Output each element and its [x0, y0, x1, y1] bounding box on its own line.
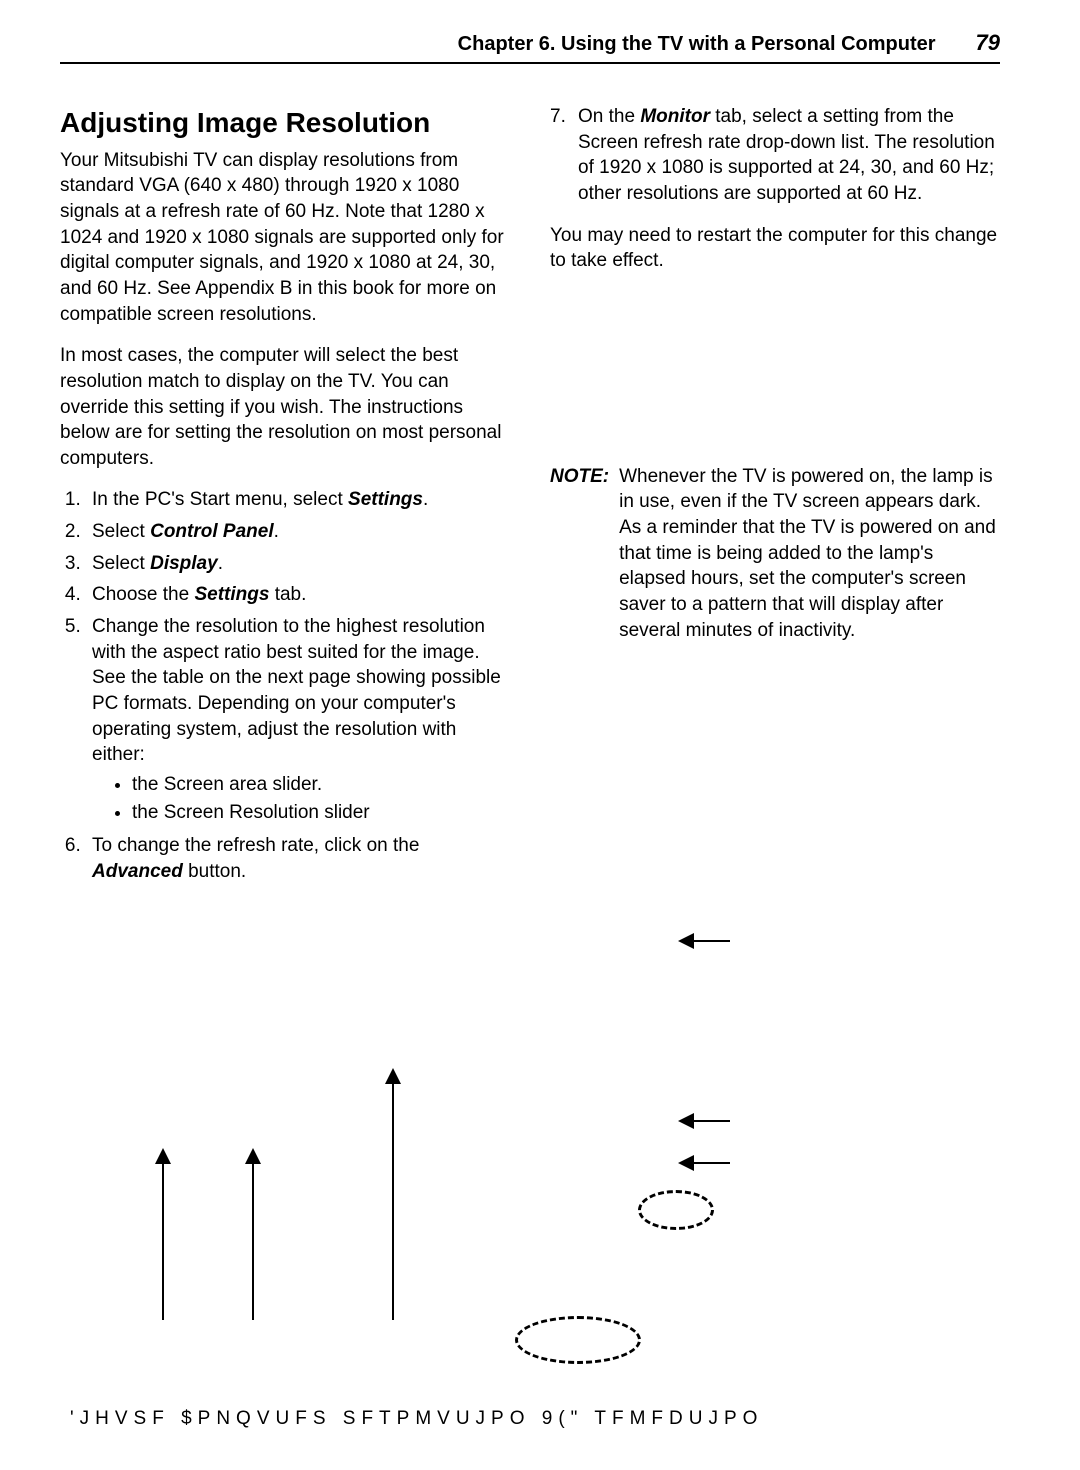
arrow-up-icon: [252, 1150, 254, 1320]
section-title: Adjusting Image Resolution: [60, 104, 510, 142]
arrow-left-icon: [680, 1162, 730, 1164]
step-1: In the PC's Start menu, select Settings.: [86, 487, 510, 513]
step-7-text: On the Monitor tab, select a setting fro…: [578, 104, 1000, 207]
arrow-left-icon: [680, 1120, 730, 1122]
advanced-label: Advanced: [92, 861, 183, 882]
note-text: Whenever the TV is powered on, the lamp …: [619, 464, 1000, 643]
intro-para-2: In most cases, the computer will select …: [60, 343, 510, 471]
page-container: Chapter 6. Using the TV with a Personal …: [0, 0, 1080, 1470]
step-6: To change the refresh rate, click on the…: [86, 833, 510, 884]
intro-para-1: Your Mitsubishi TV can display resolutio…: [60, 148, 510, 327]
step-5-bullets: the Screen area slider. the Screen Resol…: [92, 772, 510, 825]
steps-list: In the PC's Start menu, select Settings.…: [60, 487, 510, 884]
page-number: 79: [976, 30, 1000, 56]
monitor-label: Monitor: [640, 106, 710, 127]
dashed-ellipse-icon: [638, 1190, 714, 1230]
figure-caption: 'JHVSF $PNQVUFS SFTPMVUJPO 9(" TFMFDUJPO: [70, 1408, 763, 1430]
display-label: Display: [150, 553, 218, 574]
chapter-title: Chapter 6. Using the TV with a Personal …: [458, 33, 936, 56]
content-columns: Adjusting Image Resolution Your Mitsubis…: [60, 104, 1000, 890]
right-column: 7. On the Monitor tab, select a setting …: [550, 104, 1000, 890]
left-column: Adjusting Image Resolution Your Mitsubis…: [60, 104, 510, 890]
figure-area: 'JHVSF $PNQVUFS SFTPMVUJPO 9(" TFMFDUJPO: [60, 930, 1000, 1430]
note-block: NOTE: Whenever the TV is powered on, the…: [550, 464, 1000, 643]
settings-tab-label: Settings: [194, 584, 269, 605]
arrow-up-icon: [162, 1150, 164, 1320]
step-7-number: 7.: [550, 104, 564, 207]
step-5: Change the resolution to the highest res…: [86, 614, 510, 825]
step-3: Select Display.: [86, 551, 510, 577]
dashed-ellipse-icon: [515, 1316, 641, 1364]
step-7: 7. On the Monitor tab, select a setting …: [550, 104, 1000, 207]
bullet-screen-area: the Screen area slider.: [132, 772, 510, 798]
arrow-left-icon: [680, 940, 730, 942]
page-header: Chapter 6. Using the TV with a Personal …: [60, 30, 1000, 56]
bullet-screen-resolution: the Screen Resolution slider: [132, 800, 510, 826]
header-rule: [60, 62, 1000, 64]
step-4: Choose the Settings tab.: [86, 582, 510, 608]
step-2: Select Control Panel.: [86, 519, 510, 545]
control-panel-label: Control Panel: [150, 521, 274, 542]
restart-para: You may need to restart the computer for…: [550, 223, 1000, 274]
note-label: NOTE:: [550, 464, 609, 643]
settings-label: Settings: [348, 489, 423, 510]
arrow-up-icon: [392, 1070, 394, 1320]
